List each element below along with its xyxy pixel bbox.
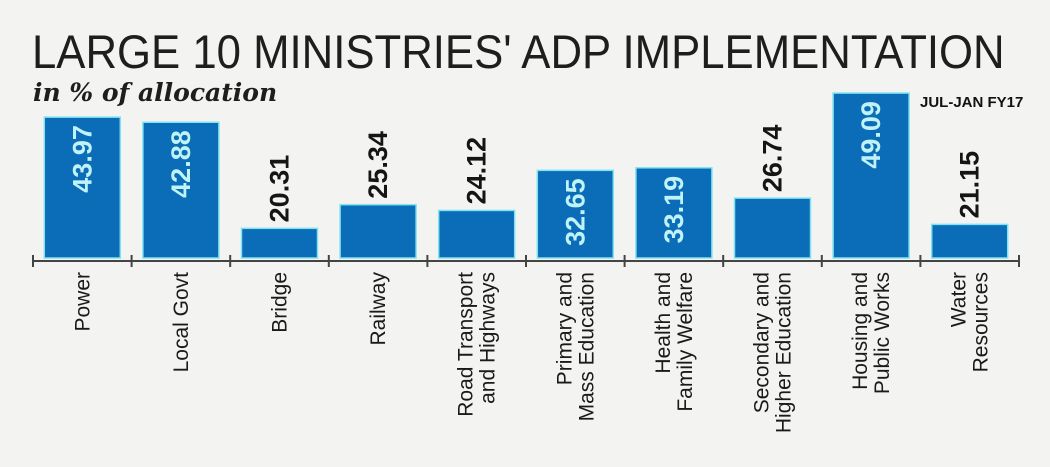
category-label: Family Welfare [674,272,697,412]
bar [437,209,516,259]
bar [635,167,713,259]
bar [733,197,812,259]
category-label: and Highways [477,272,500,404]
period-label: JUL-JAN FY17 [920,94,1024,111]
category-label: Primary and [553,272,576,385]
bar [339,203,417,259]
data-label: 32.65 [560,178,590,246]
category-label: Secondary and [751,272,774,413]
bar [930,223,1009,259]
chart-title: LARGE 10 MINISTRIES' ADP IMPLEMENTATION [32,25,1005,78]
category-label: Road Transport [455,272,478,417]
data-label: 49.09 [856,101,886,169]
bar [43,116,122,259]
category-label: Housing and [849,272,872,390]
category-label: Water [948,272,971,327]
bar [832,92,910,259]
bar [240,227,319,259]
data-label: 43.97 [67,125,97,193]
category-label: Resources [970,272,993,372]
chart-subtitle: in % of allocation [33,78,278,107]
category-label: Railway [367,272,390,346]
category-label: Power [71,272,94,332]
data-label: 26.74 [758,125,788,193]
data-label: 25.34 [363,131,393,199]
category-label: Higher Education [773,272,796,433]
category-label: Bridge [269,272,292,333]
category-label: Health and [652,272,675,374]
category-label: Local Govt [170,272,193,373]
data-label: 42.88 [166,130,196,198]
category-label: Mass Education [575,272,598,421]
bar [142,121,220,259]
bar [536,169,615,259]
data-label: 21.15 [955,151,985,219]
data-label: 24.12 [462,137,492,205]
data-label: 33.19 [659,176,689,244]
data-label: 20.31 [265,155,295,223]
category-label: Public Works [871,272,894,394]
